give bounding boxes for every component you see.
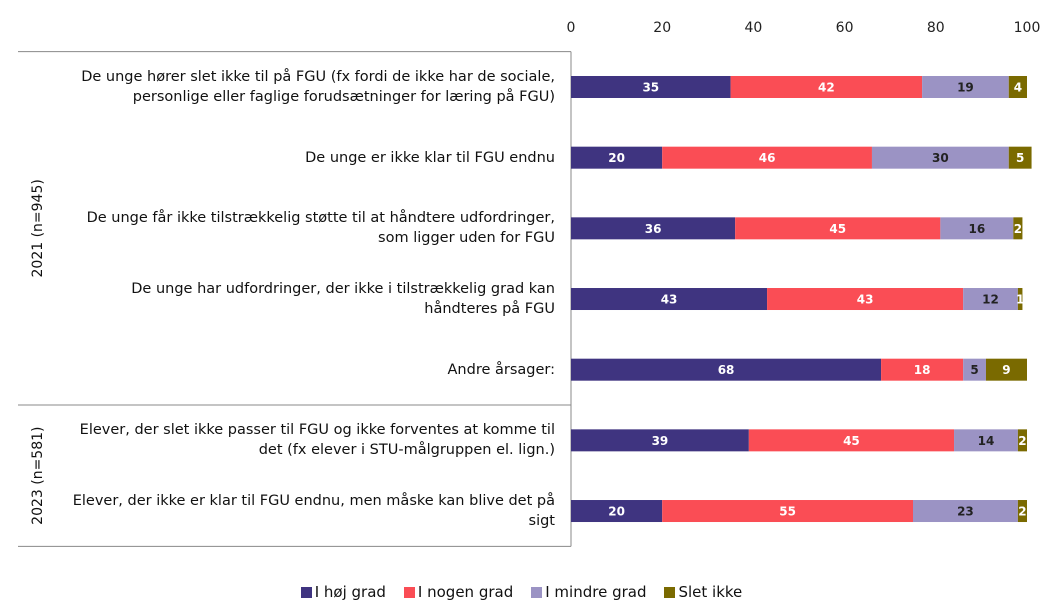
legend-label: Slet ikke: [678, 583, 743, 601]
bar-segment: [940, 217, 1014, 240]
value-label: 35: [642, 81, 659, 95]
bar-segment: [571, 429, 749, 452]
category-label: Andre årsager:: [447, 361, 556, 378]
bar-segment: [571, 358, 882, 381]
value-label: 9: [1002, 363, 1010, 377]
legend-item: I mindre grad: [531, 583, 646, 601]
group-label: 2021 (n=945): [30, 179, 46, 277]
value-label: 45: [843, 434, 860, 448]
bar-segment: [963, 288, 1018, 311]
group-label: 2023 (n=581): [30, 427, 46, 525]
x-tick-label: 40: [744, 20, 762, 36]
legend-item: I høj grad: [300, 583, 386, 601]
bar-segment: [748, 429, 955, 452]
value-label: 36: [645, 222, 662, 236]
value-label: 45: [829, 222, 846, 236]
legend-label: I nogen grad: [417, 583, 514, 601]
bar-segment: [1017, 429, 1027, 452]
value-label: 19: [957, 81, 974, 95]
legend-item: Slet ikke: [664, 583, 742, 601]
value-label: 46: [759, 151, 776, 165]
x-tick-label: 60: [836, 20, 854, 36]
category-label: Elever, der ikke er klar til FGU endnu, …: [72, 492, 555, 530]
value-label: 2: [1018, 505, 1026, 519]
value-label: 20: [608, 505, 625, 519]
bar-segment: [735, 217, 941, 240]
bar-segment: [662, 146, 872, 169]
legend-label: I høj grad: [314, 583, 386, 601]
value-label: 39: [652, 434, 669, 448]
value-label: 2: [1014, 222, 1022, 236]
x-tick-label: 100: [1014, 20, 1041, 36]
legend: I høj grad I nogen grad I mindre grad Slet …: [0, 583, 1043, 601]
value-label: 5: [1016, 151, 1024, 165]
bar-segment: [1008, 76, 1027, 98]
bar-segment: [954, 429, 1018, 452]
value-label: 2: [1018, 434, 1026, 448]
x-tick-label: 80: [927, 20, 945, 36]
bar-segment: [871, 146, 1009, 169]
bar-segment: [662, 500, 913, 523]
x-tick-label: 20: [653, 20, 671, 36]
bar-segment: [1017, 500, 1027, 523]
value-label: 12: [982, 293, 999, 307]
value-label: 43: [857, 293, 874, 307]
bar-segment: [1017, 288, 1023, 311]
x-tick-label: 0: [567, 20, 576, 36]
value-label: 55: [779, 505, 796, 519]
bar-segment: [571, 146, 663, 169]
bar-segment: [922, 76, 1009, 98]
value-label: 30: [932, 151, 949, 165]
category-label: De unge får ikke tilstrækkelig støtte ti…: [86, 210, 555, 247]
bar-segment: [767, 288, 964, 311]
value-label: 18: [914, 363, 931, 377]
legend-swatch: [300, 586, 312, 598]
bar-segment: [1008, 146, 1032, 169]
value-label: 16: [968, 222, 985, 236]
bar-segment: [571, 217, 736, 240]
value-label: 4: [1014, 81, 1022, 95]
bar-segment: [963, 358, 986, 381]
category-label: De unge hører slet ikke til på FGU (fx f…: [81, 68, 555, 105]
category-label: Elever, der slet ikke passer til FGU og …: [79, 422, 555, 459]
value-label: 43: [661, 293, 678, 307]
category-label: De unge har udfordringer, der ikke i til…: [131, 280, 555, 317]
value-label: 14: [978, 434, 995, 448]
legend-swatch: [664, 586, 676, 598]
bar-segment: [730, 76, 923, 98]
bar-segment: [881, 358, 964, 381]
bar-segment: [571, 500, 663, 523]
category-label: De unge er ikke klar til FGU endnu: [305, 149, 555, 166]
value-label: 68: [718, 363, 735, 377]
bar-segment: [1013, 217, 1023, 240]
legend-swatch: [531, 586, 543, 598]
bar-segment: [571, 288, 768, 311]
value-label: 23: [957, 505, 974, 519]
legend-label: I mindre grad: [545, 583, 647, 601]
value-label: 1: [1016, 293, 1024, 307]
value-label: 42: [818, 81, 835, 95]
value-label: 20: [608, 151, 625, 165]
bar-segment: [913, 500, 1018, 523]
bar-segment: [571, 76, 731, 98]
legend-item: I nogen grad: [403, 583, 514, 601]
value-label: 5: [970, 363, 978, 377]
bar-segment: [985, 358, 1027, 381]
legend-swatch: [403, 586, 415, 598]
